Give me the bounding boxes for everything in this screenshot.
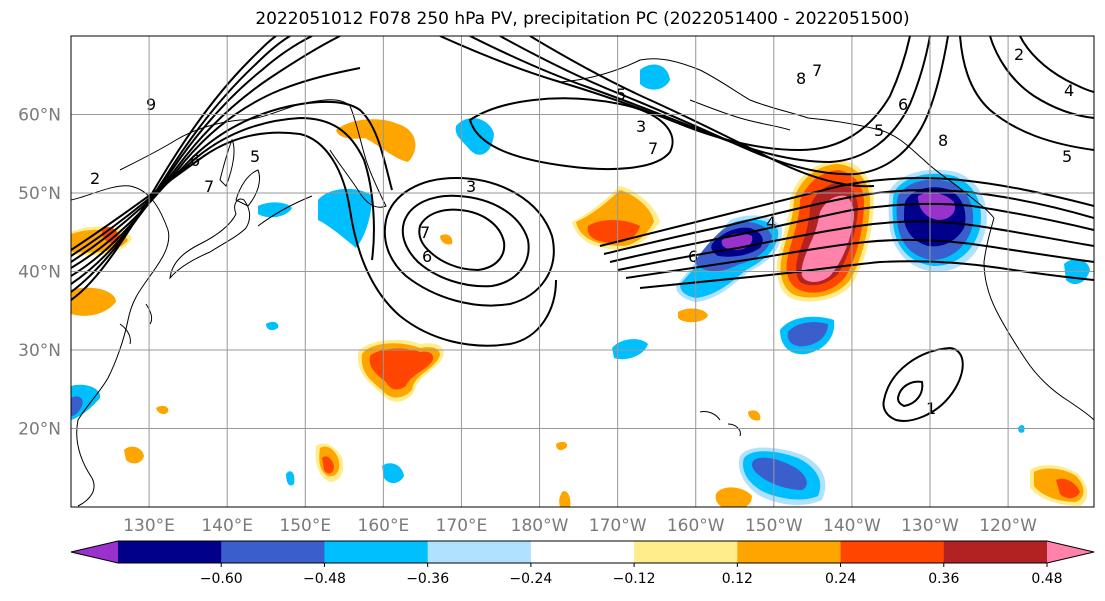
contour-label: 2 bbox=[90, 169, 100, 188]
precip-blob bbox=[787, 322, 828, 347]
contour-label: 7 bbox=[812, 61, 822, 80]
latitude-label: 20°N bbox=[18, 420, 61, 440]
colorbar-segment bbox=[530, 541, 635, 563]
colorbar-segment bbox=[221, 541, 325, 563]
colorbar-segment bbox=[634, 541, 738, 563]
colorbar-segment bbox=[118, 541, 222, 563]
precip-blob bbox=[801, 195, 854, 282]
precip-blob bbox=[124, 446, 144, 464]
contour-label: 1 bbox=[926, 399, 936, 418]
precip-blob bbox=[322, 456, 334, 474]
precip-blob bbox=[559, 490, 571, 507]
longitude-label: 140°W bbox=[823, 516, 881, 536]
contour-label: 6 bbox=[688, 247, 698, 266]
colorbar-tick-label: −0.36 bbox=[406, 571, 449, 587]
contour-label: 5 bbox=[616, 85, 626, 104]
longitude-labels: 130°E 140°E 150°E 160°E 170°E 180°W 170°W 160°W… bbox=[123, 516, 1037, 536]
colorbar-tick-label: 0.36 bbox=[928, 571, 959, 587]
longitude-label: 140°E bbox=[201, 516, 253, 536]
contour-label: 6 bbox=[898, 95, 908, 114]
precip-blob bbox=[266, 321, 279, 331]
precip-blob bbox=[678, 308, 708, 323]
longitude-label: 150°W bbox=[745, 516, 803, 536]
longitude-label: 160°W bbox=[667, 516, 725, 536]
longitude-label: 170°W bbox=[589, 516, 647, 536]
precip-blob bbox=[640, 64, 670, 90]
longitude-label: 180°W bbox=[511, 516, 569, 536]
graticule bbox=[71, 36, 1094, 507]
precip-blob bbox=[1056, 478, 1080, 499]
precip-blob bbox=[715, 487, 752, 507]
longitude-label: 130°E bbox=[123, 516, 175, 536]
colorbar-extend-low bbox=[71, 541, 118, 563]
precip-blob bbox=[748, 410, 761, 421]
contour-label: 7 bbox=[648, 139, 658, 158]
precip-blob bbox=[286, 471, 295, 486]
contour-label: 3 bbox=[466, 177, 476, 196]
colorbar-tick-label: −0.12 bbox=[613, 571, 656, 587]
colorbar-segment bbox=[943, 541, 1048, 563]
contour-label: 8 bbox=[796, 69, 806, 88]
coastlines bbox=[71, 58, 1094, 507]
latitude-label: 50°N bbox=[18, 184, 61, 204]
contour-label: 7 bbox=[420, 223, 430, 242]
longitude-label: 130°W bbox=[901, 516, 959, 536]
longitude-label: 120°W bbox=[979, 516, 1037, 536]
colorbar-tick-label: 0.48 bbox=[1031, 571, 1062, 587]
contour-label: 9 bbox=[146, 95, 156, 114]
colorbar: −0.60 −0.48 −0.36 −0.24 −0.12 0.12 0.24 0.36 0.4… bbox=[70, 540, 1095, 587]
longitude-label: 160°E bbox=[358, 516, 410, 536]
colorbar-tick-label: −0.60 bbox=[200, 571, 243, 587]
precip-blob bbox=[156, 405, 169, 415]
precip-blob bbox=[440, 234, 453, 245]
contour-label: 5 bbox=[1062, 147, 1072, 166]
colorbar-extend-high bbox=[1047, 541, 1094, 563]
contour-label: 8 bbox=[938, 131, 948, 150]
contour-label: 3 bbox=[636, 117, 646, 136]
contour-label: 6 bbox=[190, 151, 200, 170]
latitude-label: 40°N bbox=[18, 263, 61, 283]
precip-blob bbox=[369, 348, 434, 390]
contour-label: 4 bbox=[766, 213, 776, 232]
precip-blob bbox=[612, 339, 648, 360]
precip-blob bbox=[587, 220, 640, 244]
precip-blob bbox=[318, 188, 372, 248]
precip-blob bbox=[71, 396, 83, 416]
colorbar-tick-label: −0.24 bbox=[509, 571, 552, 587]
latitude-label: 30°N bbox=[18, 341, 61, 361]
contour-label: 2 bbox=[1014, 45, 1024, 64]
contour-label: 4 bbox=[1064, 81, 1074, 100]
colorbar-segment bbox=[737, 541, 842, 563]
contour-label: 5 bbox=[874, 121, 884, 140]
map-frame bbox=[70, 35, 1095, 508]
precip-blob bbox=[336, 119, 416, 162]
contour-label-group: 9 2 6 5 7 3 6 7 3 5 8 7 6 5 4 8 6 2 4 5 … bbox=[90, 45, 1074, 418]
colorbar-tick-label: 0.24 bbox=[825, 571, 856, 587]
latitude-labels: 60°N 50°N 40°N 30°N 20°N bbox=[18, 106, 61, 440]
latitude-label: 60°N bbox=[18, 106, 61, 126]
precip-blob bbox=[455, 118, 494, 155]
contour-label: 5 bbox=[250, 147, 260, 166]
colorbar-segment bbox=[840, 541, 945, 563]
colorbar-tick-label: −0.48 bbox=[303, 571, 346, 587]
precip-blob bbox=[918, 192, 956, 220]
precip-blob bbox=[71, 287, 116, 316]
colorbar-tick-label: 0.12 bbox=[722, 571, 753, 587]
contour-label: 6 bbox=[422, 247, 432, 266]
map-title: 2022051012 F078 250 hPa PV, precipitatio… bbox=[255, 9, 910, 29]
colorbar-segment bbox=[324, 541, 429, 563]
contour-label: 7 bbox=[204, 177, 214, 196]
precip-blob bbox=[556, 441, 568, 451]
longitude-label: 170°E bbox=[436, 516, 488, 536]
precip-blob bbox=[258, 202, 292, 218]
longitude-label: 150°E bbox=[279, 516, 331, 536]
colorbar-segment bbox=[427, 541, 532, 563]
colorbar-outline bbox=[70, 540, 1095, 564]
precip-blob bbox=[382, 463, 404, 484]
precip-blob bbox=[752, 457, 807, 490]
